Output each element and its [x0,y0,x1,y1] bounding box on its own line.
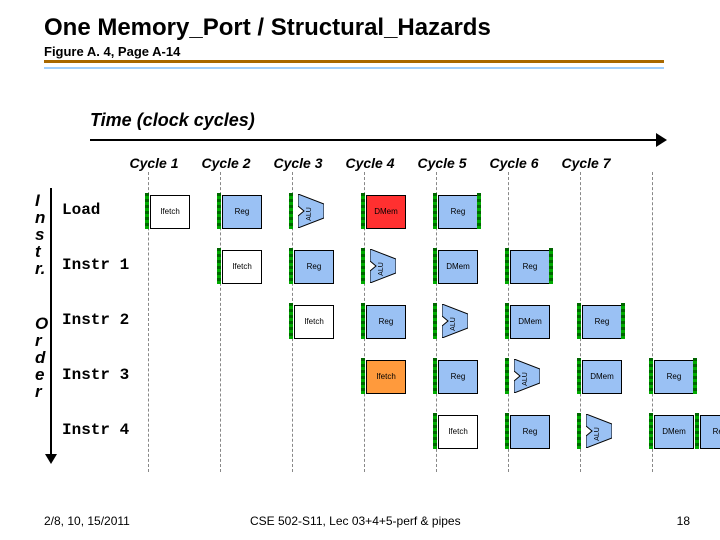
vlabel-order: Order [35,315,48,400]
latch-bar [361,303,365,339]
latch-bar [649,358,653,394]
dmem-stage: DMem [366,195,406,229]
ifetch-stage: Ifetch [150,195,190,229]
latch-bar [577,358,581,394]
latch-bar [693,358,697,394]
latch-bar [477,193,481,229]
cycle-4: Cycle 4 [334,155,406,171]
time-arrow-head [656,133,667,147]
reg-stage: Reg [438,360,478,394]
svg-text:ALU: ALU [450,317,457,331]
footer-left: 2/8, 10, 15/2011 [44,514,130,528]
latch-bar [433,193,437,229]
latch-bar [289,248,293,284]
instr-arrow [50,188,52,458]
dmem-stage: DMem [438,250,478,284]
latch-bar [433,248,437,284]
reg-stage: Reg [510,415,550,449]
cycle-7: Cycle 7 [550,155,622,171]
instr-label: Instr 2 [62,311,129,329]
instr-label: Instr 3 [62,366,129,384]
latch-bar [433,413,437,449]
alu-stage: ALU [586,414,612,448]
reg-stage: Reg [294,250,334,284]
latch-bar [577,413,581,449]
latch-bar [505,358,509,394]
underline1 [44,60,664,63]
latch-bar [433,358,437,394]
latch-bar [621,303,625,339]
latch-bar [433,303,437,339]
svg-text:ALU: ALU [522,372,529,386]
page-title: One Memory_Port / Structural_Hazards [44,14,491,42]
latch-bar [145,193,149,229]
latch-bar [505,248,509,284]
latch-bar [695,413,699,449]
dmem-stage: DMem [510,305,550,339]
instr-label: Instr 1 [62,256,129,274]
reg-stage: Reg [654,360,694,394]
latch-bar [649,413,653,449]
cycle-2: Cycle 2 [190,155,262,171]
dmem-stage: DMem [582,360,622,394]
latch-bar [289,193,293,229]
latch-bar [217,248,221,284]
latch-bar [361,248,365,284]
cycle-6: Cycle 6 [478,155,550,171]
alu-stage: ALU [298,194,324,228]
reg-stage: Reg [510,250,550,284]
time-arrow [90,139,660,141]
latch-bar [361,358,365,394]
latch-bar [217,193,221,229]
time-label: Time (clock cycles) [90,110,255,131]
cycle-1: Cycle 1 [118,155,190,171]
latch-bar [361,193,365,229]
alu-stage: ALU [370,249,396,283]
reg-stage: Reg [366,305,406,339]
alu-stage: ALU [442,304,468,338]
latch-bar [577,303,581,339]
footer-right: 18 [677,514,690,528]
svg-text:ALU: ALU [306,207,313,221]
ifetch-stage: Ifetch [294,305,334,339]
svg-text:ALU: ALU [378,262,385,276]
reg-stage: Reg [438,195,478,229]
ifetch-stage: Ifetch [438,415,478,449]
latch-bar [505,413,509,449]
footer-center: CSE 502-S11, Lec 03+4+5-perf & pipes [250,514,461,528]
underline2 [44,67,664,69]
latch-bar [289,303,293,339]
cycle-labels: Cycle 1Cycle 2Cycle 3Cycle 4Cycle 5Cycle… [118,155,622,171]
subtitle: Figure A. 4, Page A-14 [44,44,180,59]
reg-stage: Reg [582,305,622,339]
ifetch-stage: Ifetch [222,250,262,284]
cycle-5: Cycle 5 [406,155,478,171]
reg-stage: Reg [222,195,262,229]
instr-label: Load [62,201,100,219]
svg-text:ALU: ALU [594,427,601,441]
cycle-3: Cycle 3 [262,155,334,171]
vlabel-instr: Instr. [35,192,45,277]
alu-stage: ALU [514,359,540,393]
latch-bar [549,248,553,284]
dmem-stage: DMem [654,415,694,449]
instr-arrow-head [45,454,57,464]
reg-stage: Reg [700,415,720,449]
instr-label: Instr 4 [62,421,129,439]
latch-bar [505,303,509,339]
ifetch-stage: Ifetch [366,360,406,394]
